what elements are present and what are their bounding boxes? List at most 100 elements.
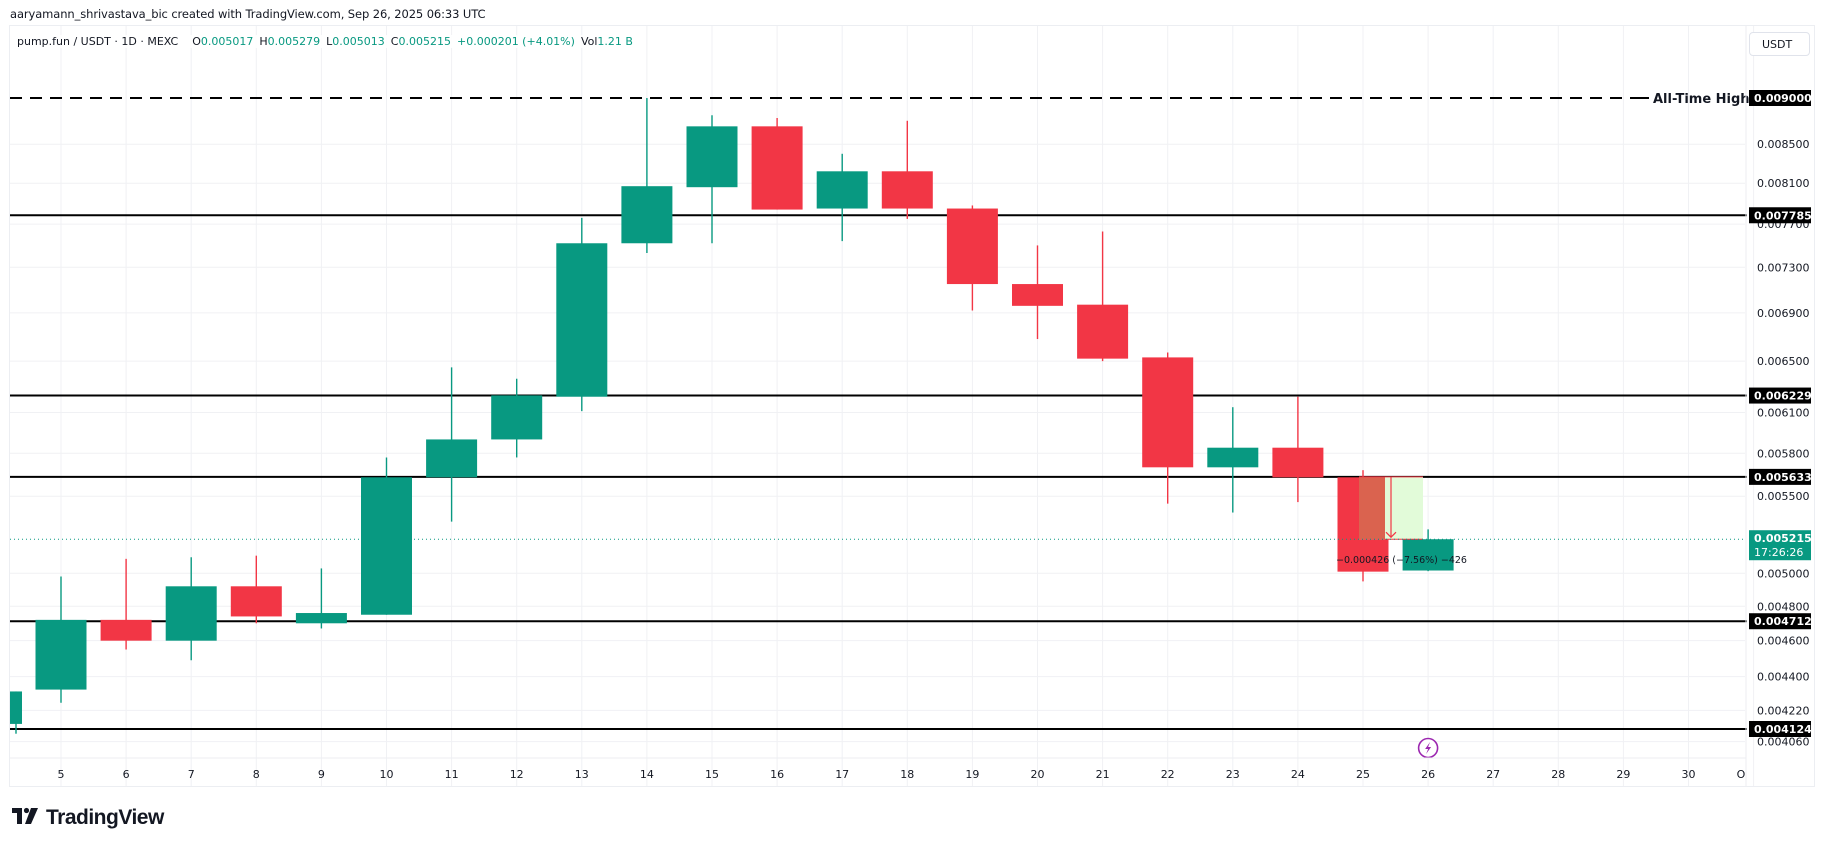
price-tick-label: 0.007300	[1757, 261, 1810, 274]
level-price-tag	[1749, 387, 1811, 404]
time-tick-label: 13	[575, 768, 589, 781]
candle-10	[361, 457, 412, 615]
price-tick-label: 0.005800	[1757, 447, 1810, 460]
price-tick-label: 0.004600	[1757, 635, 1810, 648]
open-value: 0.005017	[200, 35, 254, 48]
time-tick-label: 15	[705, 768, 719, 781]
level-price-tag	[1749, 207, 1811, 224]
time-tick-label: 7	[188, 768, 195, 781]
low-value: 0.005013	[332, 35, 385, 48]
time-tick-label: 22	[1161, 768, 1175, 781]
symbol-title[interactable]: pump.fun / USDT · 1D · MEXC	[17, 35, 179, 48]
price-tick-label: 0.006500	[1757, 355, 1810, 368]
candle-26	[1402, 529, 1454, 572]
time-tick-label: 14	[640, 768, 654, 781]
price-tick-label: 0.005500	[1757, 490, 1810, 503]
time-tick-label: 25	[1356, 768, 1370, 781]
time-tick-label: O	[1737, 768, 1746, 781]
candle-23	[1207, 407, 1259, 513]
candle-16	[751, 118, 803, 210]
candle-17	[816, 153, 868, 242]
time-tick-label: 23	[1226, 768, 1240, 781]
time-tick-label: 10	[380, 768, 394, 781]
level-price-label: 0.007785	[1754, 209, 1812, 222]
time-tick-label: 29	[1616, 768, 1630, 781]
time-tick-label: 28	[1551, 768, 1565, 781]
time-tick-label: 11	[445, 768, 459, 781]
level-price-tag	[1749, 613, 1811, 630]
time-tick-label: 12	[510, 768, 524, 781]
price-tick-label: 0.008500	[1757, 138, 1810, 151]
level-price-label: 0.006229	[1754, 390, 1812, 403]
grid-lines	[10, 26, 1755, 786]
tradingview-logo-text: TradingView	[46, 806, 164, 829]
volume-label: Vol	[580, 35, 598, 48]
last-price-tag	[1749, 530, 1811, 561]
time-tick-label: 8	[253, 768, 260, 781]
candle-9	[295, 568, 347, 629]
time-tick-label: 5	[58, 768, 65, 781]
time-tick-label: 6	[123, 768, 130, 781]
last-price-label: 0.005215	[1754, 532, 1812, 545]
tradingview-logo[interactable]: TradingView	[12, 806, 164, 830]
chart-pane[interactable]	[9, 25, 1815, 787]
time-tick-label: 17	[835, 768, 849, 781]
open-label: O	[192, 35, 201, 48]
currency-button[interactable]: USDT	[1749, 32, 1810, 56]
price-axis[interactable]: 0.0085000.0081000.0077000.0073000.006900…	[1745, 26, 1812, 786]
volume-value: 1.21 B	[597, 35, 633, 48]
price-tick-label: 0.004800	[1757, 600, 1810, 613]
candle-11	[426, 367, 478, 522]
time-axis[interactable]: 5 6 7 8 9 10 11 12 13 14 15 16 17 18 19 20 21 22 23 24 25 26 2…	[10, 757, 1746, 781]
candle-8	[230, 555, 282, 624]
candle-5	[35, 576, 87, 703]
all-time-high-label: All-Time High	[1653, 92, 1750, 107]
level-price-label: 0.005633	[1754, 471, 1812, 484]
time-tick-label: 20	[1031, 768, 1045, 781]
lightning-icon[interactable]	[1417, 737, 1439, 759]
candle-14	[621, 98, 673, 253]
time-tick-label: 9	[318, 768, 325, 781]
level-price-tag	[1749, 468, 1811, 485]
measure-overlay[interactable]: −0.000426 (−7.56%) −426	[10, 476, 1746, 759]
time-tick-label: 26	[1421, 768, 1435, 781]
candle-4	[10, 691, 22, 734]
high-value: 0.005279	[267, 35, 321, 48]
level-price-label: 0.004124	[1754, 723, 1812, 736]
time-tick-label: 18	[900, 768, 914, 781]
projection-overlap	[1359, 476, 1385, 540]
candle-7	[165, 557, 217, 661]
candle-15	[686, 115, 738, 244]
candles	[10, 98, 1454, 734]
candle-24	[1272, 396, 1324, 503]
chart-caption: aaryamann_shrivastava_bic created with T…	[10, 7, 486, 21]
time-tick-label: 16	[770, 768, 784, 781]
price-tick-label: 0.008100	[1757, 177, 1810, 190]
candle-20	[1012, 245, 1063, 340]
candle-19	[946, 205, 998, 311]
level-price-label: 0.009000	[1754, 92, 1812, 105]
candle-12	[491, 378, 543, 458]
candle-21	[1077, 231, 1129, 362]
candle-6	[100, 558, 152, 650]
level-price-tag	[1749, 721, 1811, 737]
price-tick-label: 0.004060	[1757, 736, 1810, 749]
candle-18	[881, 120, 933, 219]
horizontal-levels[interactable]: All-Time High	[10, 92, 1750, 730]
candle-13	[556, 217, 608, 412]
price-tick-label: 0.006100	[1757, 406, 1810, 419]
measure-label: −0.000426 (−7.56%) −426	[1336, 555, 1467, 566]
high-label: H	[259, 35, 268, 48]
tradingview-logo-icon	[12, 806, 40, 830]
price-tick-label: 0.005000	[1757, 567, 1810, 580]
candle-22	[1142, 352, 1194, 504]
time-tick-label: 19	[965, 768, 979, 781]
close-value: 0.005215	[398, 35, 451, 48]
time-tick-label: 30	[1682, 768, 1696, 781]
price-tick-label: 0.004220	[1757, 704, 1810, 717]
close-label: C	[390, 35, 399, 48]
time-tick-label: 21	[1096, 768, 1110, 781]
time-tick-label: 27	[1486, 768, 1500, 781]
